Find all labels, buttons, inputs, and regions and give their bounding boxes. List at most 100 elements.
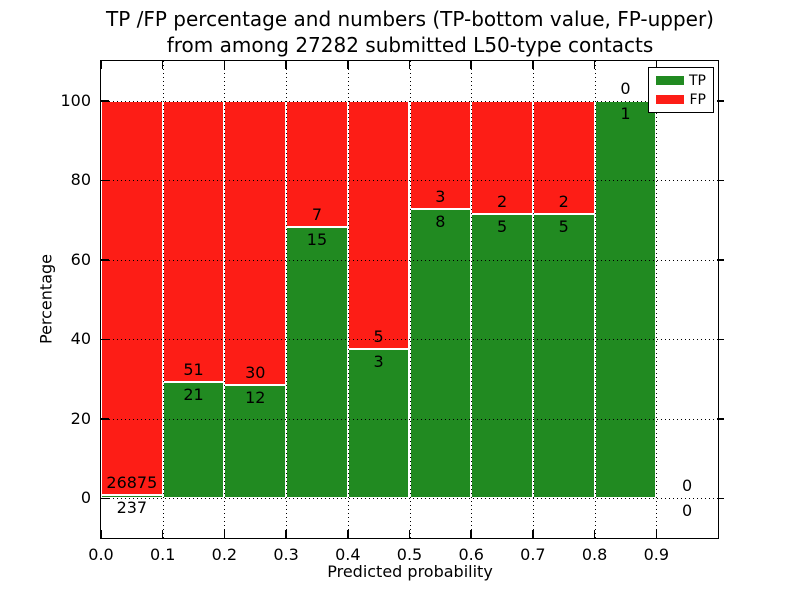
bar-label-fp-0: 26875	[106, 472, 158, 492]
bar-label-tp-3: 15	[306, 230, 328, 250]
bar-tp-3	[286, 227, 348, 499]
y-tick-right-20	[717, 418, 724, 420]
x-tick-top-0.0	[100, 61, 102, 69]
bar-label-tp-4: 3	[373, 352, 384, 372]
bar-tp-2	[224, 384, 287, 499]
bar-fp-4	[347, 100, 410, 350]
x-tick-bottom-0.0	[100, 530, 102, 538]
grid-v-0.5	[409, 61, 411, 538]
x-tick-label-0.9: 0.9	[643, 545, 670, 564]
legend-entry-tp: TP	[649, 74, 713, 88]
bar-label-fp-6: 2	[496, 192, 508, 212]
y-tick-right-60	[717, 259, 724, 261]
x-tick-bottom-0.5	[408, 530, 411, 538]
grid-v-0.2	[224, 61, 226, 538]
y-tick-right-40	[717, 338, 724, 340]
bar-label-tp-6: 5	[496, 217, 508, 237]
grid-v-0.3	[286, 61, 288, 538]
plot-area: 0.0 0.1 0.2 0.3 0.4 0.5 0.6 0.7 0.8 0.9 0 20 40 60 80 1…	[60, 60, 724, 564]
x-tick-label-0.7: 0.7	[520, 545, 546, 564]
chart-title: TP /FP percentage and numbers (TP-bottom…	[100, 6, 720, 58]
ticks-layer: 0.0 0.1 0.2 0.3 0.4 0.5 0.6 0.7 0.8 0.9 0 20 40 60 80 1…	[60, 61, 724, 564]
chart-title-line2: from among 27282 submitted L50-type cont…	[166, 33, 654, 57]
x-tick-bottom-0.3	[285, 530, 287, 538]
x-tick-label-0.8: 0.8	[581, 545, 608, 564]
legend: TP FP	[648, 67, 714, 113]
bar-fp-5	[409, 100, 472, 210]
legend-swatch-fp	[656, 95, 684, 104]
bar-tp-7	[532, 214, 595, 499]
bar-label-fp-4: 5	[373, 327, 384, 347]
grid-layer	[101, 61, 718, 538]
legend-label-tp: TP	[689, 72, 706, 89]
grid-v-0.1	[162, 61, 164, 538]
x-tick-top-0.1	[161, 61, 164, 69]
x-tick-bottom-0.4	[347, 530, 349, 538]
x-tick-top-0.8	[593, 61, 596, 69]
bar-label-fp-8: 0	[620, 78, 631, 98]
grid-v-0.7	[532, 61, 534, 538]
x-tick-label-0.1: 0.1	[149, 545, 176, 564]
y-tick-right-80	[717, 179, 724, 181]
bar-label-fp-3: 7	[311, 205, 323, 225]
bar-tp-4	[347, 349, 410, 499]
bar-label-fp-2: 30	[245, 362, 266, 382]
bar-label-tp-5: 8	[435, 212, 446, 232]
x-tick-label-0.5: 0.5	[396, 545, 423, 564]
grid-v-0.6	[471, 61, 473, 538]
legend-swatch-tp	[656, 76, 684, 85]
bar-label-fp-9: 0	[682, 476, 693, 496]
x-tick-top-0.5	[408, 61, 411, 69]
bar-label-tp-8: 1	[620, 103, 631, 123]
y-tick-left-0	[101, 497, 109, 499]
x-tick-top-0.3	[285, 61, 287, 69]
x-tick-bottom-0.7	[532, 530, 534, 538]
y-tick-right-0	[717, 497, 724, 499]
bar-label-tp-0: 237	[116, 497, 148, 517]
x-tick-label-0.4: 0.4	[335, 545, 361, 564]
bar-label-tp-1: 21	[183, 385, 204, 405]
y-tick-label-40: 40	[70, 329, 91, 349]
legend-entry-fp: FP	[649, 93, 713, 107]
x-tick-label-0.2: 0.2	[211, 545, 238, 564]
x-tick-top-0.6	[470, 61, 472, 69]
x-tick-top-0.7	[532, 61, 534, 69]
y-tick-label-80: 80	[70, 170, 91, 190]
bar-fp-6	[471, 100, 533, 215]
y-tick-left-20	[101, 418, 109, 420]
bar-fp-3	[286, 100, 348, 228]
x-tick-bottom-0.1	[161, 530, 164, 538]
y-tick-left-100	[101, 100, 109, 102]
bar-fp-7	[532, 100, 595, 215]
bars-layer	[101, 61, 718, 538]
chart-title-line1: TP /FP percentage and numbers (TP-bottom…	[106, 7, 714, 31]
x-axis-label: Predicted probability	[327, 562, 493, 581]
x-tick-top-0.2	[223, 61, 226, 69]
bar-label-fp-5: 3	[435, 187, 446, 207]
bar-tp-0	[101, 494, 163, 499]
x-tick-top-0.9	[655, 61, 658, 69]
bar-label-tp-9: 0	[682, 501, 693, 521]
bar-label-tp-7: 5	[558, 217, 569, 237]
grid-v-0.9	[656, 61, 658, 538]
x-tick-bottom-0.8	[593, 530, 596, 538]
legend-label-fp: FP	[689, 91, 707, 108]
bar-labels-layer: 26875 237 51 21 30 12 7 15 5 3 3 8 2 5 2 5 0 1 0 0	[101, 61, 718, 538]
bar-label-fp-7: 2	[558, 192, 569, 212]
y-tick-label-60: 60	[70, 249, 91, 269]
bar-label-tp-2: 12	[245, 387, 266, 407]
x-tick-bottom-0.2	[223, 530, 226, 538]
grid-v-0.8	[594, 61, 596, 538]
x-tick-label-0.6: 0.6	[458, 545, 484, 564]
bar-tp-8	[594, 100, 657, 499]
bar-fp-0	[101, 100, 163, 495]
y-tick-left-60	[101, 259, 109, 261]
x-tick-bottom-0.6	[470, 530, 472, 538]
x-tick-label-0.3: 0.3	[273, 545, 299, 564]
y-tick-label-100: 100	[60, 90, 91, 110]
x-tick-bottom-0.9	[655, 530, 658, 538]
x-tick-label-0.0: 0.0	[88, 545, 114, 564]
y-tick-right-100	[717, 100, 724, 102]
grid-v-0.4	[347, 61, 349, 538]
